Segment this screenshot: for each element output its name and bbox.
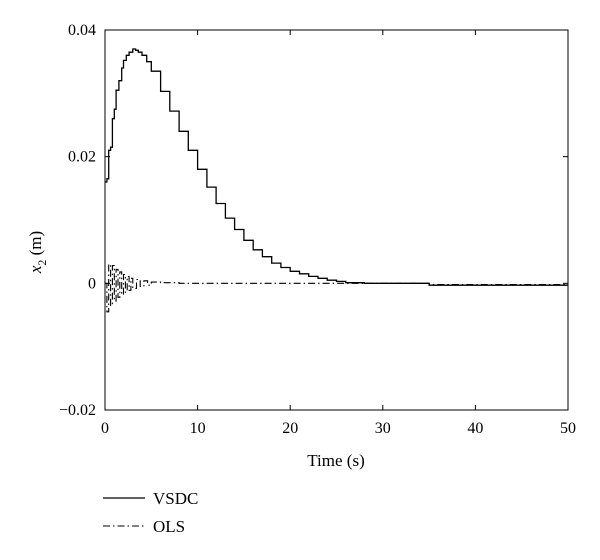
legend-label-ols: OLS (153, 517, 185, 536)
x-tick-label: 30 (375, 420, 391, 437)
x-tick-label: 20 (282, 420, 298, 437)
ticks-layer: 0 10 20 30 40 50 −0.02 0 0.02 0.04 (59, 22, 576, 437)
x-tick-label: 10 (190, 420, 206, 437)
x-axis-title: Time (s) (307, 451, 364, 470)
y-axis-subscript: 2 (35, 260, 49, 266)
legend: VSDC OLS (103, 489, 198, 536)
legend-label-vsdc: VSDC (153, 489, 198, 508)
x-tick-label: 0 (101, 420, 109, 437)
x-tick-label: 40 (467, 420, 483, 437)
plot-area: 0 10 20 30 40 50 −0.02 0 0.02 0.04 (59, 22, 576, 437)
series-line-vsdc (105, 48, 568, 286)
y-tick-label: 0 (88, 275, 96, 292)
y-axis-title: x2 (m) (26, 231, 49, 274)
y-tick-label: 0.02 (68, 149, 96, 166)
y-axis-var: x (26, 265, 45, 274)
x-tick-label: 50 (560, 420, 576, 437)
y-tick-label: −0.02 (59, 402, 96, 419)
series-line-ols (105, 263, 568, 313)
plot-frame (104, 29, 569, 411)
series-layer (105, 48, 568, 313)
y-axis-unit: (m) (26, 231, 45, 260)
y-tick-label: 0.04 (68, 22, 96, 39)
